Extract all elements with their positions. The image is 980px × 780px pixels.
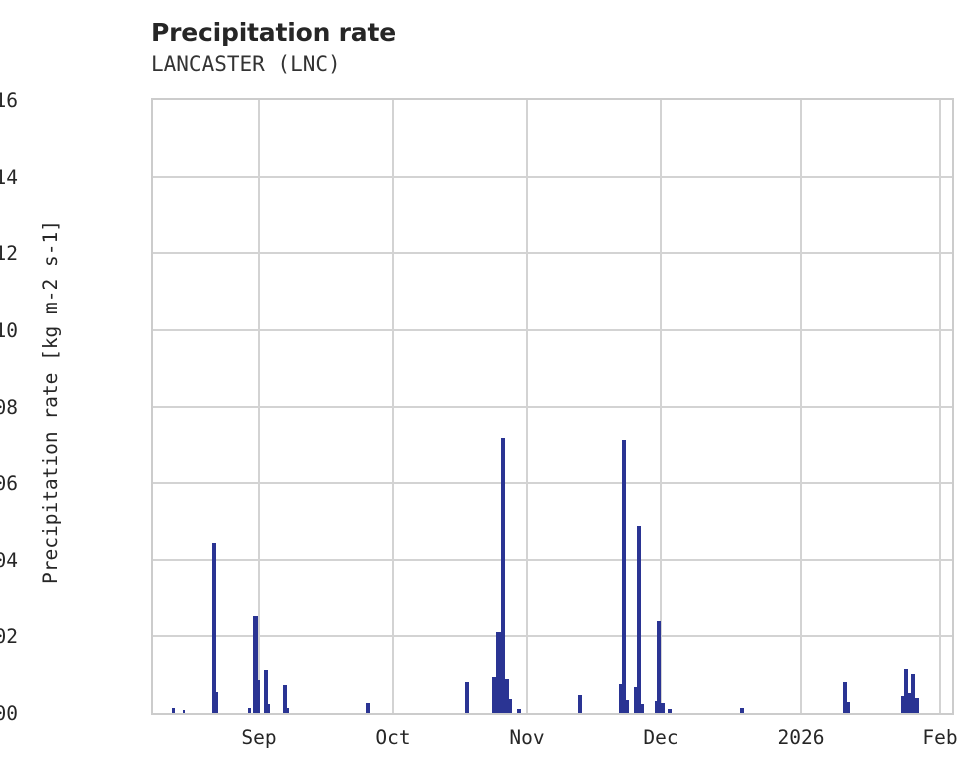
bar [634, 686, 638, 713]
gridline-vertical [660, 100, 662, 713]
bar [501, 437, 505, 713]
bar [505, 678, 509, 713]
bar [248, 708, 251, 713]
bar [212, 542, 216, 713]
x-axis-tick-label: Feb [922, 726, 958, 749]
gridline-vertical [392, 100, 394, 713]
bar [517, 709, 521, 713]
y-axis-tick-label: 0.004 [0, 548, 18, 572]
y-axis-tick-label: 0.010 [0, 318, 18, 342]
bar [911, 673, 915, 713]
plot-inner [153, 100, 952, 713]
bar [496, 632, 501, 713]
bar [847, 702, 850, 713]
bar [904, 668, 908, 713]
y-axis-tick-label: 0.000 [0, 702, 18, 725]
bar [843, 682, 847, 713]
y-axis-tick-label: 0.002 [0, 625, 18, 649]
bar [253, 616, 258, 713]
bar [668, 709, 672, 713]
plot-area [151, 98, 954, 715]
bar [740, 708, 744, 713]
bar [626, 699, 629, 713]
bar [915, 698, 919, 713]
chart-subtitle: LANCASTER (LNC) [151, 52, 341, 76]
bar [901, 695, 905, 713]
bar [908, 693, 912, 713]
gridline-horizontal [153, 175, 952, 178]
bar [366, 703, 370, 713]
gridline-vertical [258, 100, 260, 713]
gridline-horizontal [153, 635, 952, 638]
gridline-horizontal [153, 328, 952, 331]
y-axis-tick-label: 0.006 [0, 472, 18, 496]
x-axis-tick-label: Dec [643, 726, 679, 749]
bar [492, 677, 496, 713]
bar [172, 708, 175, 713]
y-axis-tick-label: 0.008 [0, 395, 18, 419]
bar [258, 680, 260, 713]
bar [578, 695, 582, 713]
bar [619, 684, 623, 713]
bar [264, 670, 268, 713]
bar [637, 525, 641, 713]
bar [183, 709, 185, 713]
bar [622, 440, 626, 713]
gridline-horizontal [153, 482, 952, 485]
gridline-horizontal [153, 405, 952, 408]
bar [641, 703, 644, 713]
gridline-vertical [939, 100, 941, 713]
y-axis-tick-label: 0.012 [0, 242, 18, 266]
x-axis-tick-label: Nov [509, 726, 545, 749]
gridline-horizontal [153, 252, 952, 255]
bar [268, 703, 270, 713]
x-axis-tick-label: 2026 [777, 726, 825, 749]
bar [509, 699, 512, 713]
y-axis-tick-label: 0.014 [0, 165, 18, 189]
y-axis-tick-label: 0.016 [0, 89, 18, 112]
bar [283, 685, 287, 713]
gridline-vertical [800, 100, 802, 713]
bar [657, 621, 661, 713]
bar [465, 681, 469, 713]
bar [661, 702, 665, 713]
gridline-horizontal [153, 558, 952, 561]
x-axis-tick-label: Oct [375, 726, 411, 749]
gridline-vertical [526, 100, 528, 713]
page-title: Precipitation rate [151, 18, 396, 47]
x-axis-tick-label: Sep [241, 726, 277, 749]
bar [216, 691, 218, 713]
bar [287, 707, 289, 713]
y-axis-label: Precipitation rate [kg m-2 s-1] [39, 220, 62, 584]
